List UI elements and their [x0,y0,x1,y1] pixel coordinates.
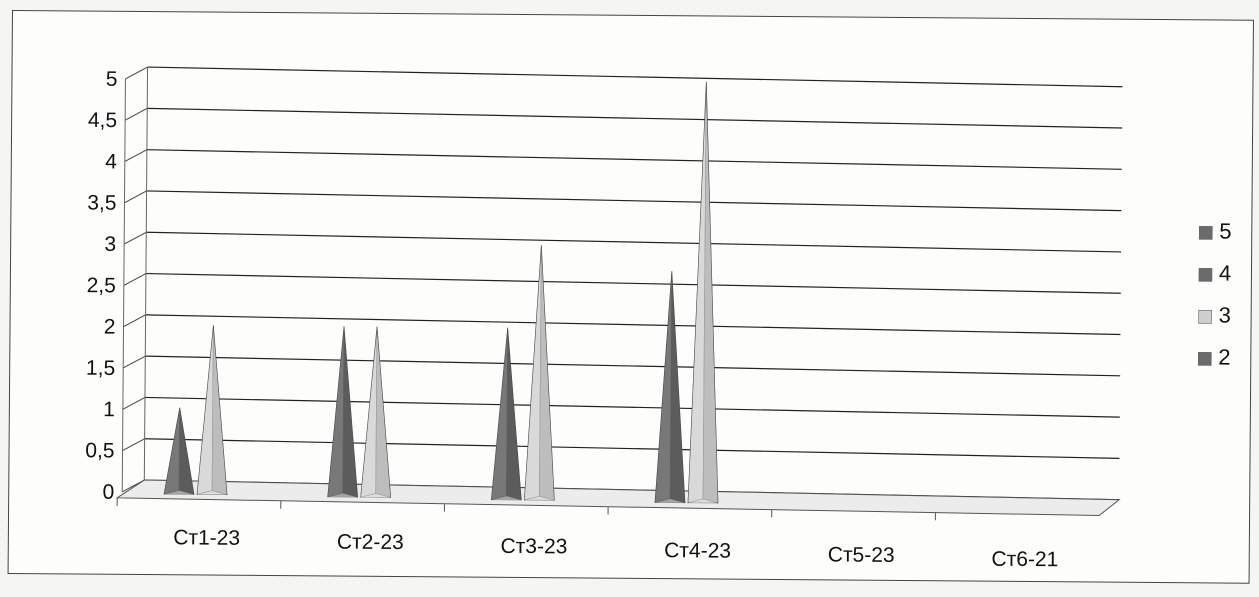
pyramid-bar [196,325,228,496]
y-tick-label: 5 [106,68,118,91]
legend-swatch [1198,226,1213,240]
y-axis-line [121,78,126,492]
gridline-depth [124,107,148,121]
y-tick-label: 3 [104,233,116,256]
pyramid-bar [327,326,359,498]
pyramid-bar-chart: 0 0,5 1 1,5 2 2,5 3 3,5 4 4,5 5 Ст1-23 Ст2-23 Ст3-23… [85,66,1232,572]
category-label: Ст4-23 [664,539,731,563]
gridline [146,190,1122,212]
back-wall-edge [143,67,149,481]
gridline [146,149,1122,170]
y-tick-label: 3,5 [87,191,116,214]
legend-label: 3 [1219,302,1231,327]
gridline [145,314,1121,336]
category-label: Ст3-23 [500,535,567,559]
pyramid-bar [360,326,392,498]
pyramid-bar [654,271,686,504]
y-tick-label: 2,5 [87,274,116,297]
legend-entry: 5 [1198,218,1232,244]
legend-entry: 3 [1198,302,1231,328]
pyramid-bar [163,407,195,495]
category-label: Ст2-23 [337,531,404,555]
gridline [144,438,1120,460]
y-tick-label: 0,5 [85,439,114,462]
gridline-depth [122,355,146,369]
legend-label: 2 [1218,344,1230,369]
legend-swatch [1198,310,1212,324]
category-label: Ст6-21 [991,548,1058,572]
gridline-depth [123,273,147,286]
chart-frame: 0 0,5 1 1,5 2 2,5 3 3,5 4 4,5 5 Ст1-23 Ст2-23 Ст3-23… [7,10,1254,584]
pyramid-bar [490,327,522,501]
gridline [147,107,1123,129]
pyramid-bar [524,245,555,501]
y-tick-label: 0 [102,481,114,504]
gridline [144,396,1120,418]
y-tick-label: 1 [103,398,115,421]
y-tick-label: 1,5 [86,357,115,380]
legend-entry: 2 [1197,344,1231,370]
gridline-depth [122,438,145,452]
legend-swatch [1198,268,1213,282]
gridline-depth [123,231,147,245]
pyramid-bar [687,81,719,504]
legend-swatch [1197,352,1212,366]
gridline-depth [125,66,148,80]
legend-label: 5 [1219,218,1231,243]
gridline [145,355,1121,377]
y-tick-label: 4 [105,150,117,173]
gridline [147,66,1123,88]
gridline [146,231,1122,253]
legend-entry: 4 [1198,260,1231,286]
gridline-depth [122,397,146,410]
legend-label: 4 [1219,260,1231,285]
gridline-depth [123,314,146,328]
gridline [145,272,1121,294]
category-label: Ст1-23 [173,526,240,550]
chart-floor [115,479,1121,517]
gridline-depth [124,190,147,204]
gridline-depth [124,149,148,162]
category-label: Ст5-23 [828,543,895,567]
y-tick-label: 4,5 [88,109,117,132]
y-tick-label: 2 [104,316,116,339]
